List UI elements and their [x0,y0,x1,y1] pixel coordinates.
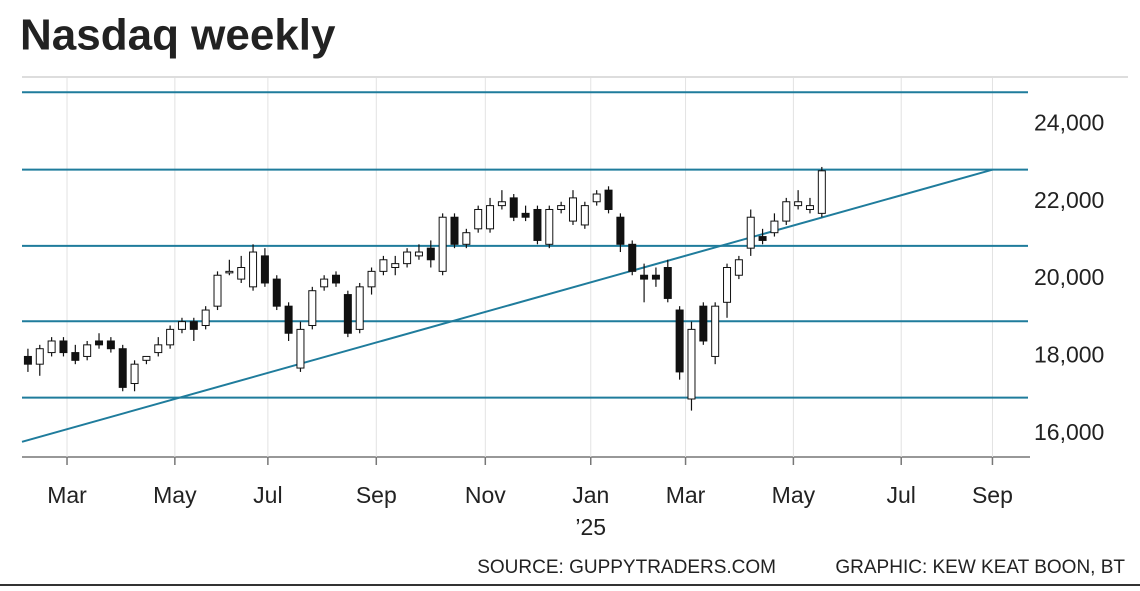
candle-body [355,286,364,330]
candle-body [497,201,506,207]
y-tick-label: 18,000 [1034,342,1104,368]
candle-body [711,305,720,357]
candle-body [213,274,222,307]
x-tick-label: May [153,482,197,508]
candle-body [734,259,743,276]
candle-body [59,340,68,354]
candle-body [545,208,554,245]
candle-body [675,309,684,373]
candle-body [343,294,352,334]
candle-body [177,321,186,330]
x-tick-label: Sep [356,482,397,508]
candle-body [486,205,495,230]
candle-body [592,193,601,203]
x-tick-label: Jul [253,482,282,508]
candle-body [106,340,115,350]
candle-body [414,251,423,257]
candle-body [154,344,163,354]
candle-body [403,251,412,265]
candle-body [817,170,826,214]
candle-body [201,309,210,327]
candle-body [189,321,198,330]
candle-body [640,274,649,280]
candle-body [320,278,329,288]
candle-body [628,243,637,272]
candle-body [249,251,258,288]
x-tick-label: Mar [666,482,706,508]
candle-body [260,255,269,284]
candle-body [225,270,234,274]
candle-body [71,352,80,361]
candle-body [450,216,459,245]
candle-body [296,328,305,369]
x-tick-label: May [772,482,816,508]
candle-body [367,270,376,288]
candle-body [83,344,92,357]
x-tick-label: Sep [972,482,1013,508]
candle-body [284,305,293,334]
x-tick-sublabel: ’25 [575,514,606,540]
candle-body [746,216,755,249]
candle-body [770,220,779,234]
candle-body [118,348,127,388]
trend-line [21,168,993,443]
candle-body [580,205,589,226]
candle-body [521,212,530,218]
y-tick-label: 22,000 [1034,187,1104,213]
candle-body [130,363,139,385]
x-tick-label: Nov [465,482,506,508]
candle-body [332,274,341,284]
candle-body [782,201,791,222]
credit: GRAPHIC: KEW KEAT BOON, BT [835,557,1125,578]
candle-body [723,267,732,303]
candle-body [438,216,447,272]
y-tick-label: 20,000 [1034,264,1104,290]
candle-body [47,340,56,354]
y-tick-label: 16,000 [1034,419,1104,445]
candle-body [35,348,44,365]
candle-body [557,205,566,210]
candle-body [142,355,151,361]
candle-body [379,259,388,272]
candle-body [272,278,281,307]
candle-body [509,197,518,218]
candle-body [462,232,471,245]
candle-body [604,189,613,210]
candle-body [794,201,803,207]
candle-body [95,340,104,346]
candle-body [699,305,708,342]
candle-body [23,355,32,365]
x-tick-label: Jan [572,482,609,508]
candle-body [758,236,767,241]
x-tick-label: Jul [887,482,916,508]
candle-body [687,328,696,400]
candle-body [166,328,175,346]
candle-body [308,290,317,327]
candle-body [426,247,435,261]
source: SOURCE: GUPPYTRADERS.COM [477,557,776,578]
candle-body [805,205,814,210]
candle-body [237,267,246,280]
x-tick-label: Mar [47,482,87,508]
chart-title: Nasdaq weekly [20,11,336,60]
candle-body [391,263,400,269]
candle-body [568,197,577,222]
candle-body [474,208,483,230]
candle-body [663,267,672,299]
y-tick-label: 24,000 [1034,109,1104,135]
candle-body [651,274,660,280]
candle-body [616,216,625,245]
candle-body [533,208,542,241]
